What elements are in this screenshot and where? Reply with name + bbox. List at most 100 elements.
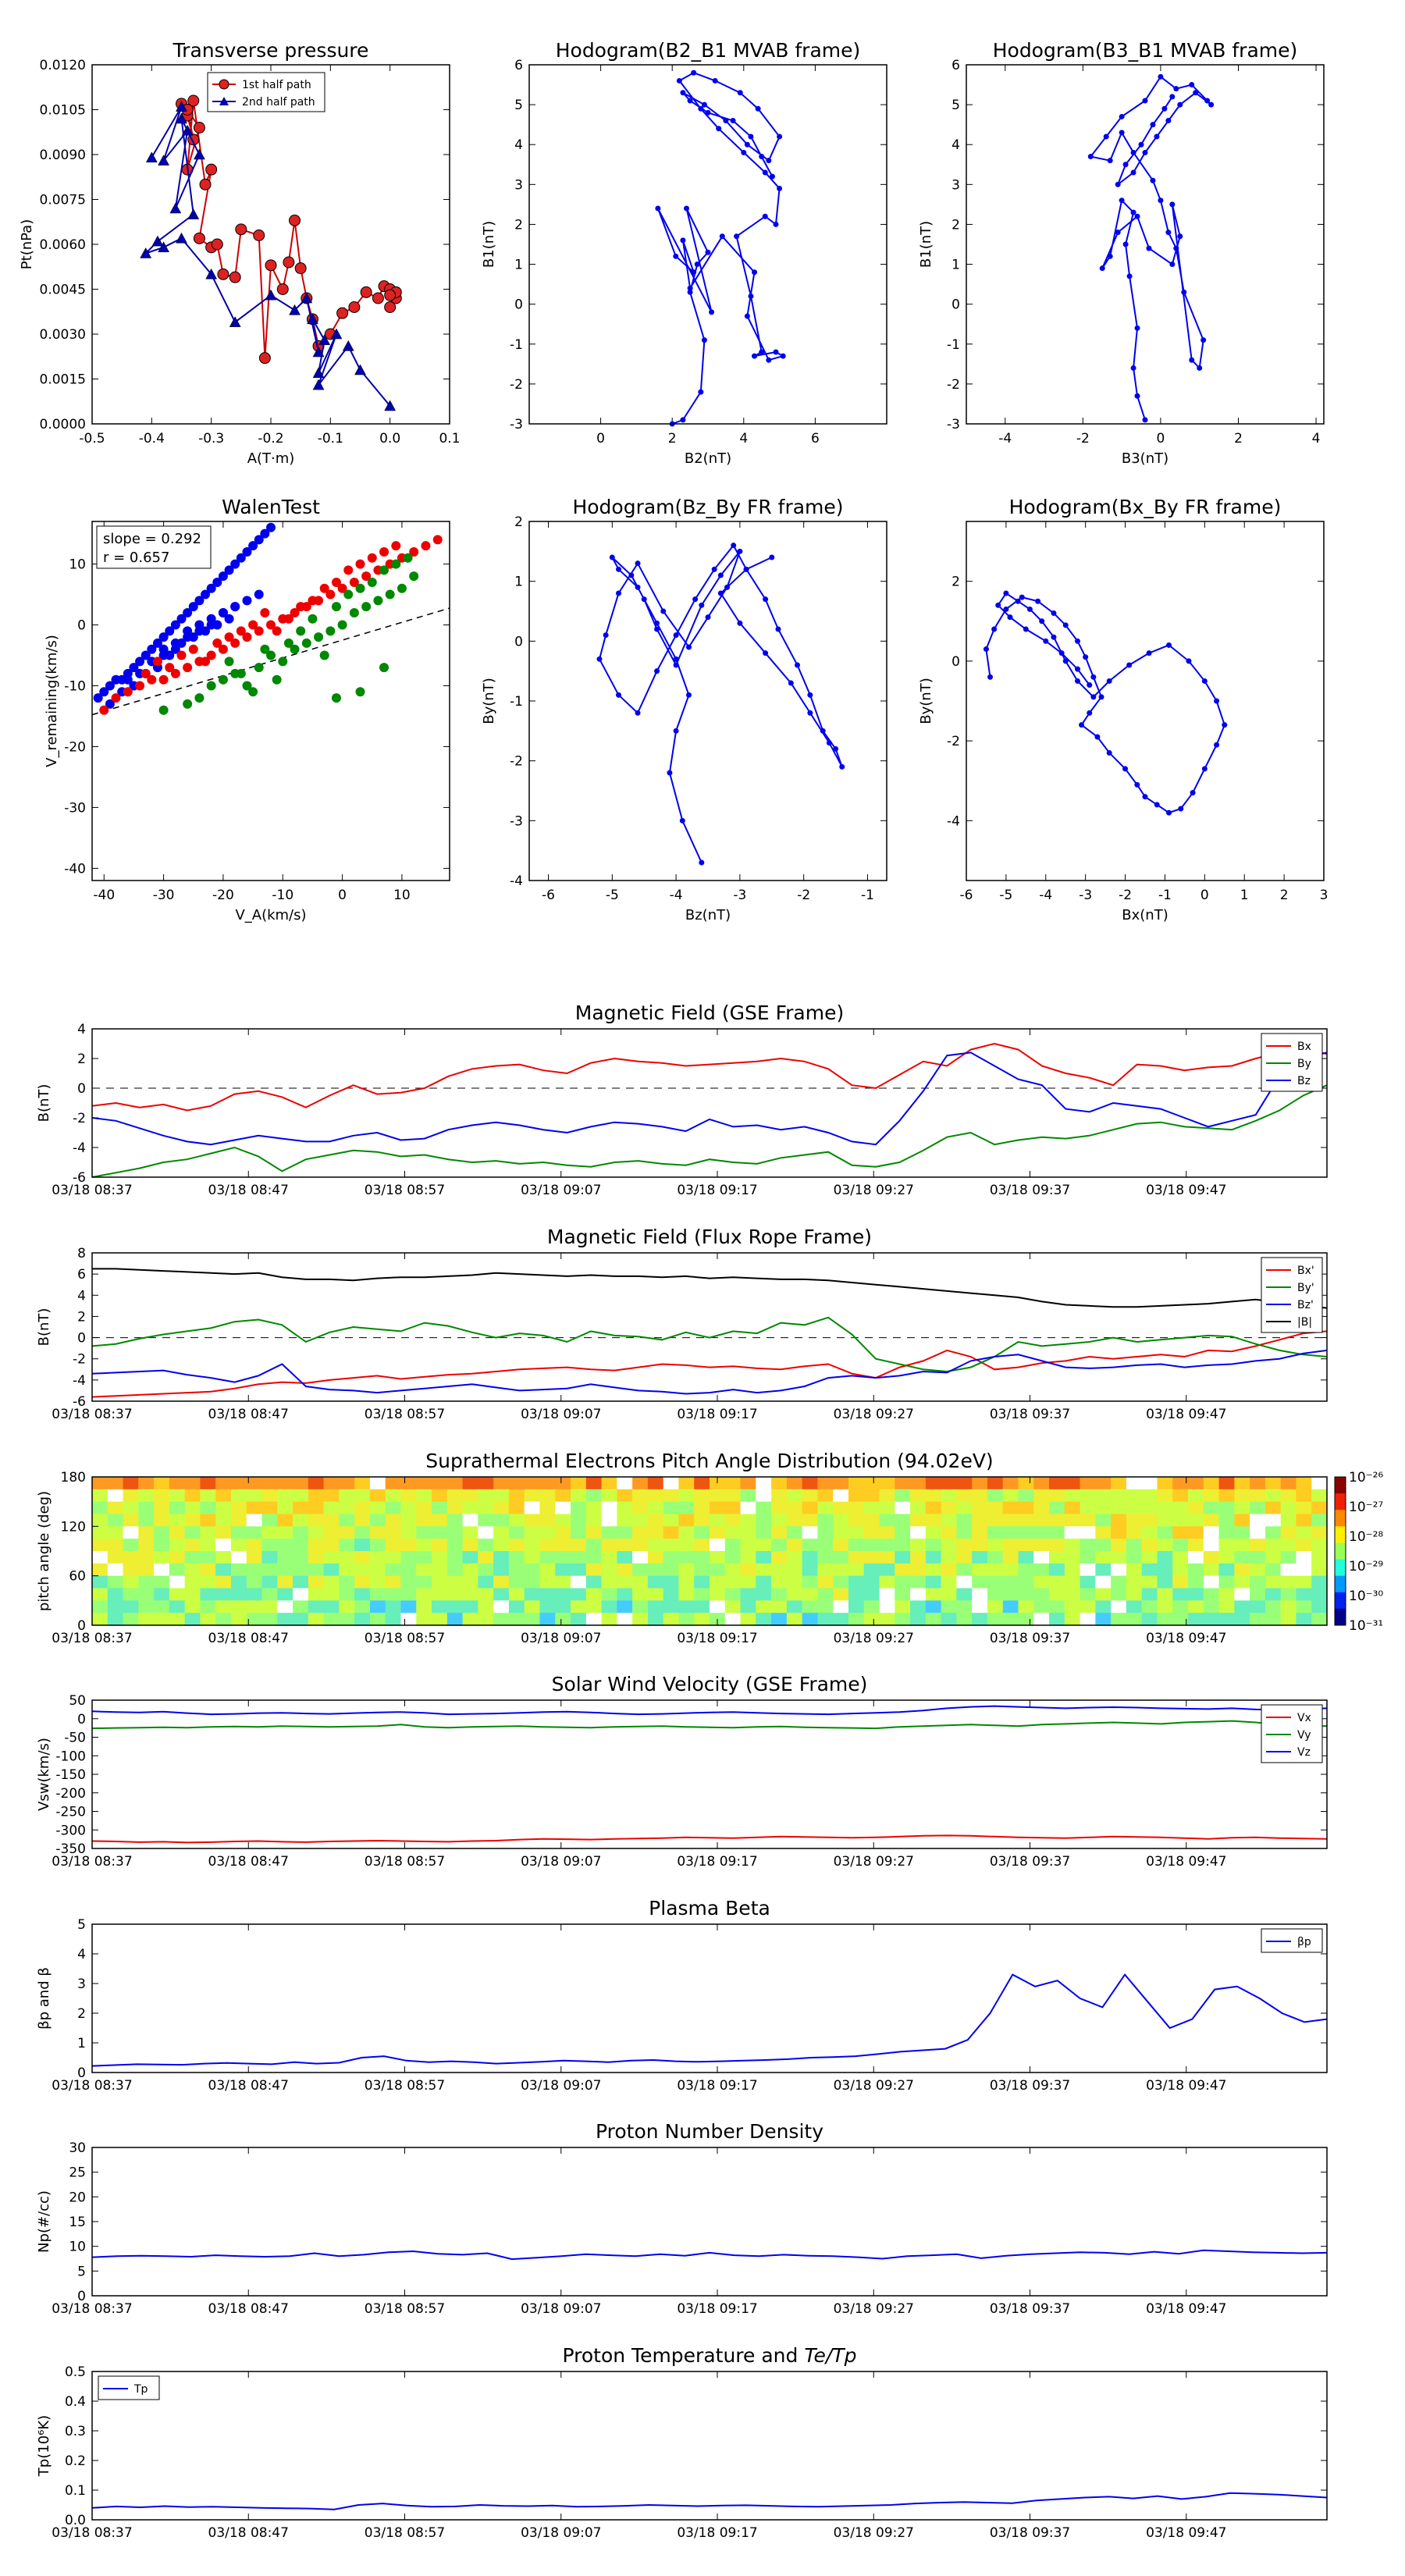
heatmap-cell bbox=[1141, 1613, 1158, 1626]
chart-p2: Hodogram(B2_B1 MVAB frame)0 2 4 6-3-2-10123… bbox=[481, 39, 887, 467]
data-point bbox=[1115, 229, 1121, 236]
heatmap-cell bbox=[169, 1588, 186, 1601]
heatmap-cell bbox=[293, 1600, 309, 1614]
heatmap-cell bbox=[261, 1514, 278, 1527]
data-point bbox=[1126, 273, 1133, 279]
heatmap-cell bbox=[555, 1613, 571, 1626]
data-point bbox=[151, 235, 164, 247]
heatmap-cell bbox=[1126, 1501, 1143, 1515]
heatmap-cell bbox=[154, 1551, 170, 1564]
heatmap-cell bbox=[1064, 1575, 1081, 1589]
heatmap-cell bbox=[524, 1588, 541, 1601]
data-point bbox=[354, 364, 366, 375]
data-point bbox=[1087, 154, 1094, 160]
heatmap-cell bbox=[663, 1613, 680, 1626]
x-tick-label: 03/18 08:47 bbox=[208, 1407, 289, 1422]
legend-label: By' bbox=[1297, 1282, 1314, 1294]
heatmap-cell bbox=[246, 1477, 263, 1490]
heatmap-cell bbox=[138, 1551, 155, 1564]
heatmap-cell bbox=[879, 1575, 895, 1589]
heatmap-cell bbox=[339, 1551, 355, 1564]
heatmap-cell bbox=[632, 1526, 649, 1539]
data-point bbox=[701, 101, 707, 108]
heatmap-cell bbox=[910, 1489, 927, 1503]
heatmap-cell bbox=[230, 1477, 247, 1490]
data-point bbox=[1119, 197, 1125, 204]
heatmap-cell bbox=[416, 1539, 432, 1552]
data-point bbox=[349, 607, 359, 617]
x-tick-label: 03/18 08:47 bbox=[208, 1183, 289, 1198]
heatmap-cell bbox=[323, 1501, 340, 1515]
data-point bbox=[379, 565, 389, 575]
heatmap-cell bbox=[200, 1526, 216, 1539]
heatmap-cell bbox=[771, 1563, 788, 1577]
heatmap-cell bbox=[261, 1551, 278, 1564]
heatmap-cell bbox=[724, 1600, 742, 1614]
heatmap-cell bbox=[1111, 1526, 1127, 1539]
heatmap-cell bbox=[941, 1514, 957, 1527]
x-tick-label: 03/18 09:27 bbox=[834, 1854, 914, 1870]
heatmap-cell bbox=[369, 1575, 386, 1589]
heatmap-cell bbox=[895, 1551, 911, 1564]
data-point bbox=[301, 292, 313, 304]
heatmap-cell bbox=[123, 1526, 139, 1539]
data-point bbox=[660, 608, 667, 614]
x-tick-label: 03/18 08:37 bbox=[52, 1854, 132, 1870]
heatmap-cell bbox=[1188, 1501, 1204, 1515]
heatmap-cell bbox=[354, 1600, 371, 1614]
heatmap-cell bbox=[416, 1477, 432, 1490]
heatmap-cell bbox=[1080, 1539, 1096, 1552]
heatmap-cell bbox=[617, 1551, 633, 1564]
heatmap-cell bbox=[1111, 1477, 1127, 1490]
heatmap-cell bbox=[1018, 1489, 1034, 1503]
heatmap-cell bbox=[1111, 1514, 1127, 1527]
x-tick-label: -6 bbox=[960, 888, 973, 903]
heatmap-cell bbox=[617, 1600, 633, 1614]
y-tick-label: -250 bbox=[55, 1805, 86, 1820]
heatmap-cell bbox=[246, 1501, 263, 1515]
heatmap-cell bbox=[601, 1575, 617, 1589]
data-point bbox=[301, 638, 311, 648]
y-axis-label: Np(#/cc) bbox=[36, 2190, 52, 2253]
heatmap-cell bbox=[1311, 1588, 1328, 1601]
x-tick-label: 03/18 09:37 bbox=[990, 1854, 1070, 1870]
data-point bbox=[158, 674, 169, 685]
heatmap-cell bbox=[585, 1551, 603, 1564]
data-point bbox=[1083, 654, 1089, 660]
heatmap-cell bbox=[1234, 1526, 1250, 1539]
data-point bbox=[1181, 289, 1187, 295]
heatmap-cell bbox=[385, 1613, 402, 1626]
x-tick-label: 03/18 09:37 bbox=[990, 2078, 1070, 2094]
plot-frame bbox=[91, 1028, 1328, 1178]
heatmap-cell bbox=[1218, 1526, 1235, 1539]
data-point bbox=[236, 626, 246, 636]
heatmap-cell bbox=[92, 1600, 108, 1614]
heatmap-cell bbox=[863, 1588, 880, 1601]
data-point bbox=[1130, 169, 1136, 176]
heatmap-cell bbox=[169, 1514, 186, 1527]
data-point bbox=[1177, 101, 1183, 108]
data-point bbox=[360, 286, 372, 298]
heatmap-cell bbox=[462, 1526, 478, 1539]
data-point bbox=[1189, 82, 1195, 88]
heatmap-cell bbox=[354, 1539, 371, 1552]
data-point bbox=[1169, 262, 1176, 268]
heatmap-cell bbox=[323, 1489, 340, 1503]
data-point bbox=[820, 728, 826, 734]
data-point bbox=[759, 349, 765, 355]
heatmap-cell bbox=[817, 1613, 834, 1626]
heatmap-cell bbox=[786, 1514, 803, 1527]
heatmap-cell bbox=[1296, 1501, 1312, 1515]
heatmap-cell bbox=[1234, 1477, 1250, 1490]
heatmap-cell bbox=[154, 1613, 170, 1626]
heatmap-cell bbox=[678, 1477, 695, 1490]
data-point bbox=[1090, 674, 1097, 680]
data-point bbox=[709, 309, 715, 315]
heatmap-cell bbox=[632, 1539, 649, 1552]
colorbar-segment bbox=[1335, 1542, 1346, 1560]
y-tick-label: 0 bbox=[77, 1331, 86, 1347]
data-point bbox=[229, 316, 241, 327]
x-tick-label: 03/18 09:07 bbox=[521, 2301, 601, 2317]
heatmap-cell bbox=[1141, 1526, 1158, 1539]
